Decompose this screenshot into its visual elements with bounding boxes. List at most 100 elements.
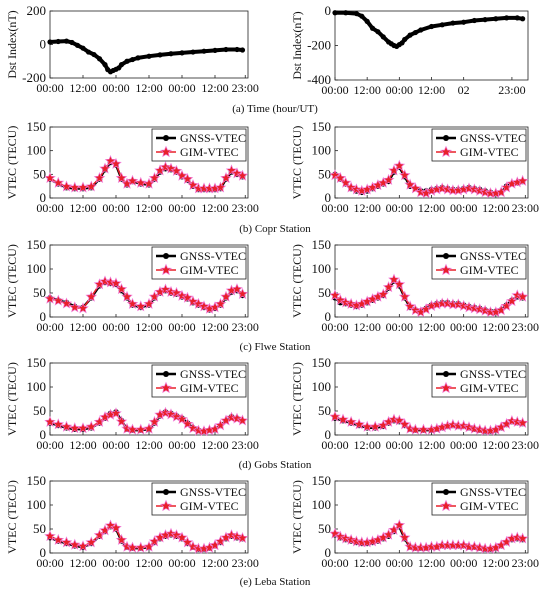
x-tick-label: 00:00	[168, 81, 195, 95]
data-point	[60, 420, 73, 432]
legend-label-gnss: GNSS-VTEC	[180, 367, 246, 381]
data-point	[393, 519, 406, 531]
x-tick-label: 00:00	[450, 438, 477, 452]
y-axis-label: VTEC (TECU)	[290, 244, 304, 318]
y-tick-label: 100	[312, 143, 332, 158]
data-point	[393, 159, 406, 171]
data-point	[212, 47, 218, 53]
legend-label-gim: GIM-VTEC	[180, 145, 239, 159]
data-point	[110, 277, 122, 289]
y-tick-label: -200	[307, 38, 331, 53]
data-point	[121, 540, 133, 552]
legend-marker-gnss	[163, 371, 169, 377]
data-point	[102, 62, 108, 68]
y-tick-label: 50	[33, 166, 46, 181]
data-point	[190, 49, 196, 55]
y-axis-label: VTEC (TECU)	[5, 480, 19, 554]
data-point	[143, 177, 155, 189]
legend-box	[151, 128, 247, 162]
data-point	[412, 29, 419, 36]
data-point	[77, 422, 89, 434]
data-point	[121, 422, 133, 434]
data-point	[60, 180, 73, 192]
caption-b: (b) Copr Station	[239, 223, 311, 235]
y-tick-label: 100	[27, 261, 47, 276]
x-tick-label: 00:00	[386, 438, 413, 452]
data-point	[375, 29, 381, 35]
legend-marker-gnss	[443, 135, 449, 141]
data-point	[364, 18, 370, 24]
y-tick-label: 50	[33, 285, 46, 300]
data-point	[393, 278, 406, 290]
data-point	[359, 13, 365, 19]
y-tick-label: 200	[27, 3, 47, 18]
y-tick-label: 100	[312, 261, 332, 276]
y-tick-label: 50	[33, 403, 46, 418]
data-point	[441, 297, 454, 309]
x-tick-label: 23:00	[512, 201, 539, 215]
data-point	[77, 302, 89, 314]
x-tick-label: 23:00	[498, 83, 525, 97]
series-gim-vtec	[329, 273, 529, 318]
y-tick-label: 50	[318, 166, 331, 181]
legend-marker-gim	[159, 145, 173, 158]
data-point	[506, 415, 518, 427]
data-point	[377, 288, 390, 300]
data-point	[85, 536, 98, 548]
data-point	[80, 45, 86, 51]
legend-marker-gim	[439, 263, 453, 276]
x-tick-label: 12:00	[135, 320, 162, 334]
data-point	[468, 540, 481, 552]
data-point	[339, 176, 352, 188]
data-point	[60, 536, 73, 548]
data-point	[115, 172, 128, 184]
x-tick-label: 00:00	[450, 201, 477, 215]
legend-marker-gim	[159, 499, 173, 512]
data-point	[441, 183, 454, 195]
x-tick-label: 12:00	[353, 438, 380, 452]
legend-marker-gim	[439, 145, 453, 158]
data-point	[146, 53, 152, 59]
y-tick-label: 0	[325, 545, 332, 560]
x-tick-label: 12:00	[418, 556, 445, 570]
y-axis-label: Dst Index(nT)	[5, 10, 19, 78]
x-tick-label: 00:00	[102, 201, 129, 215]
y-tick-label: 50	[318, 521, 331, 536]
y-tick-label: -400	[307, 72, 331, 87]
y-tick-label: 0	[325, 427, 332, 442]
data-point	[482, 17, 488, 23]
data-point	[329, 289, 341, 301]
data-point	[68, 301, 81, 313]
data-point	[115, 415, 128, 427]
y-tick-label: 0	[325, 309, 332, 324]
x-tick-label: 12:00	[418, 320, 445, 334]
data-point	[337, 413, 349, 425]
data-point	[74, 42, 81, 48]
data-point	[52, 533, 65, 545]
data-point	[181, 173, 194, 185]
data-point	[231, 530, 243, 542]
data-point	[99, 275, 111, 287]
data-point	[334, 171, 347, 184]
data-point	[134, 423, 147, 435]
data-point	[157, 52, 163, 58]
y-tick-label: 150	[27, 237, 47, 252]
legend-label-gnss: GNSS-VTEC	[460, 485, 526, 499]
y-axis-label: VTEC (TECU)	[290, 362, 304, 436]
y-tick-label: 50	[318, 403, 331, 418]
data-point	[516, 174, 529, 186]
data-point	[409, 182, 422, 194]
data-point	[332, 10, 338, 16]
data-point	[148, 415, 161, 427]
data-point	[110, 157, 122, 169]
x-tick-label: 00:00	[36, 81, 63, 95]
x-tick-label: 23:00	[232, 201, 259, 215]
data-point	[143, 297, 155, 309]
data-point	[473, 423, 486, 435]
data-point	[124, 58, 130, 64]
y-tick-label: 100	[312, 379, 332, 394]
